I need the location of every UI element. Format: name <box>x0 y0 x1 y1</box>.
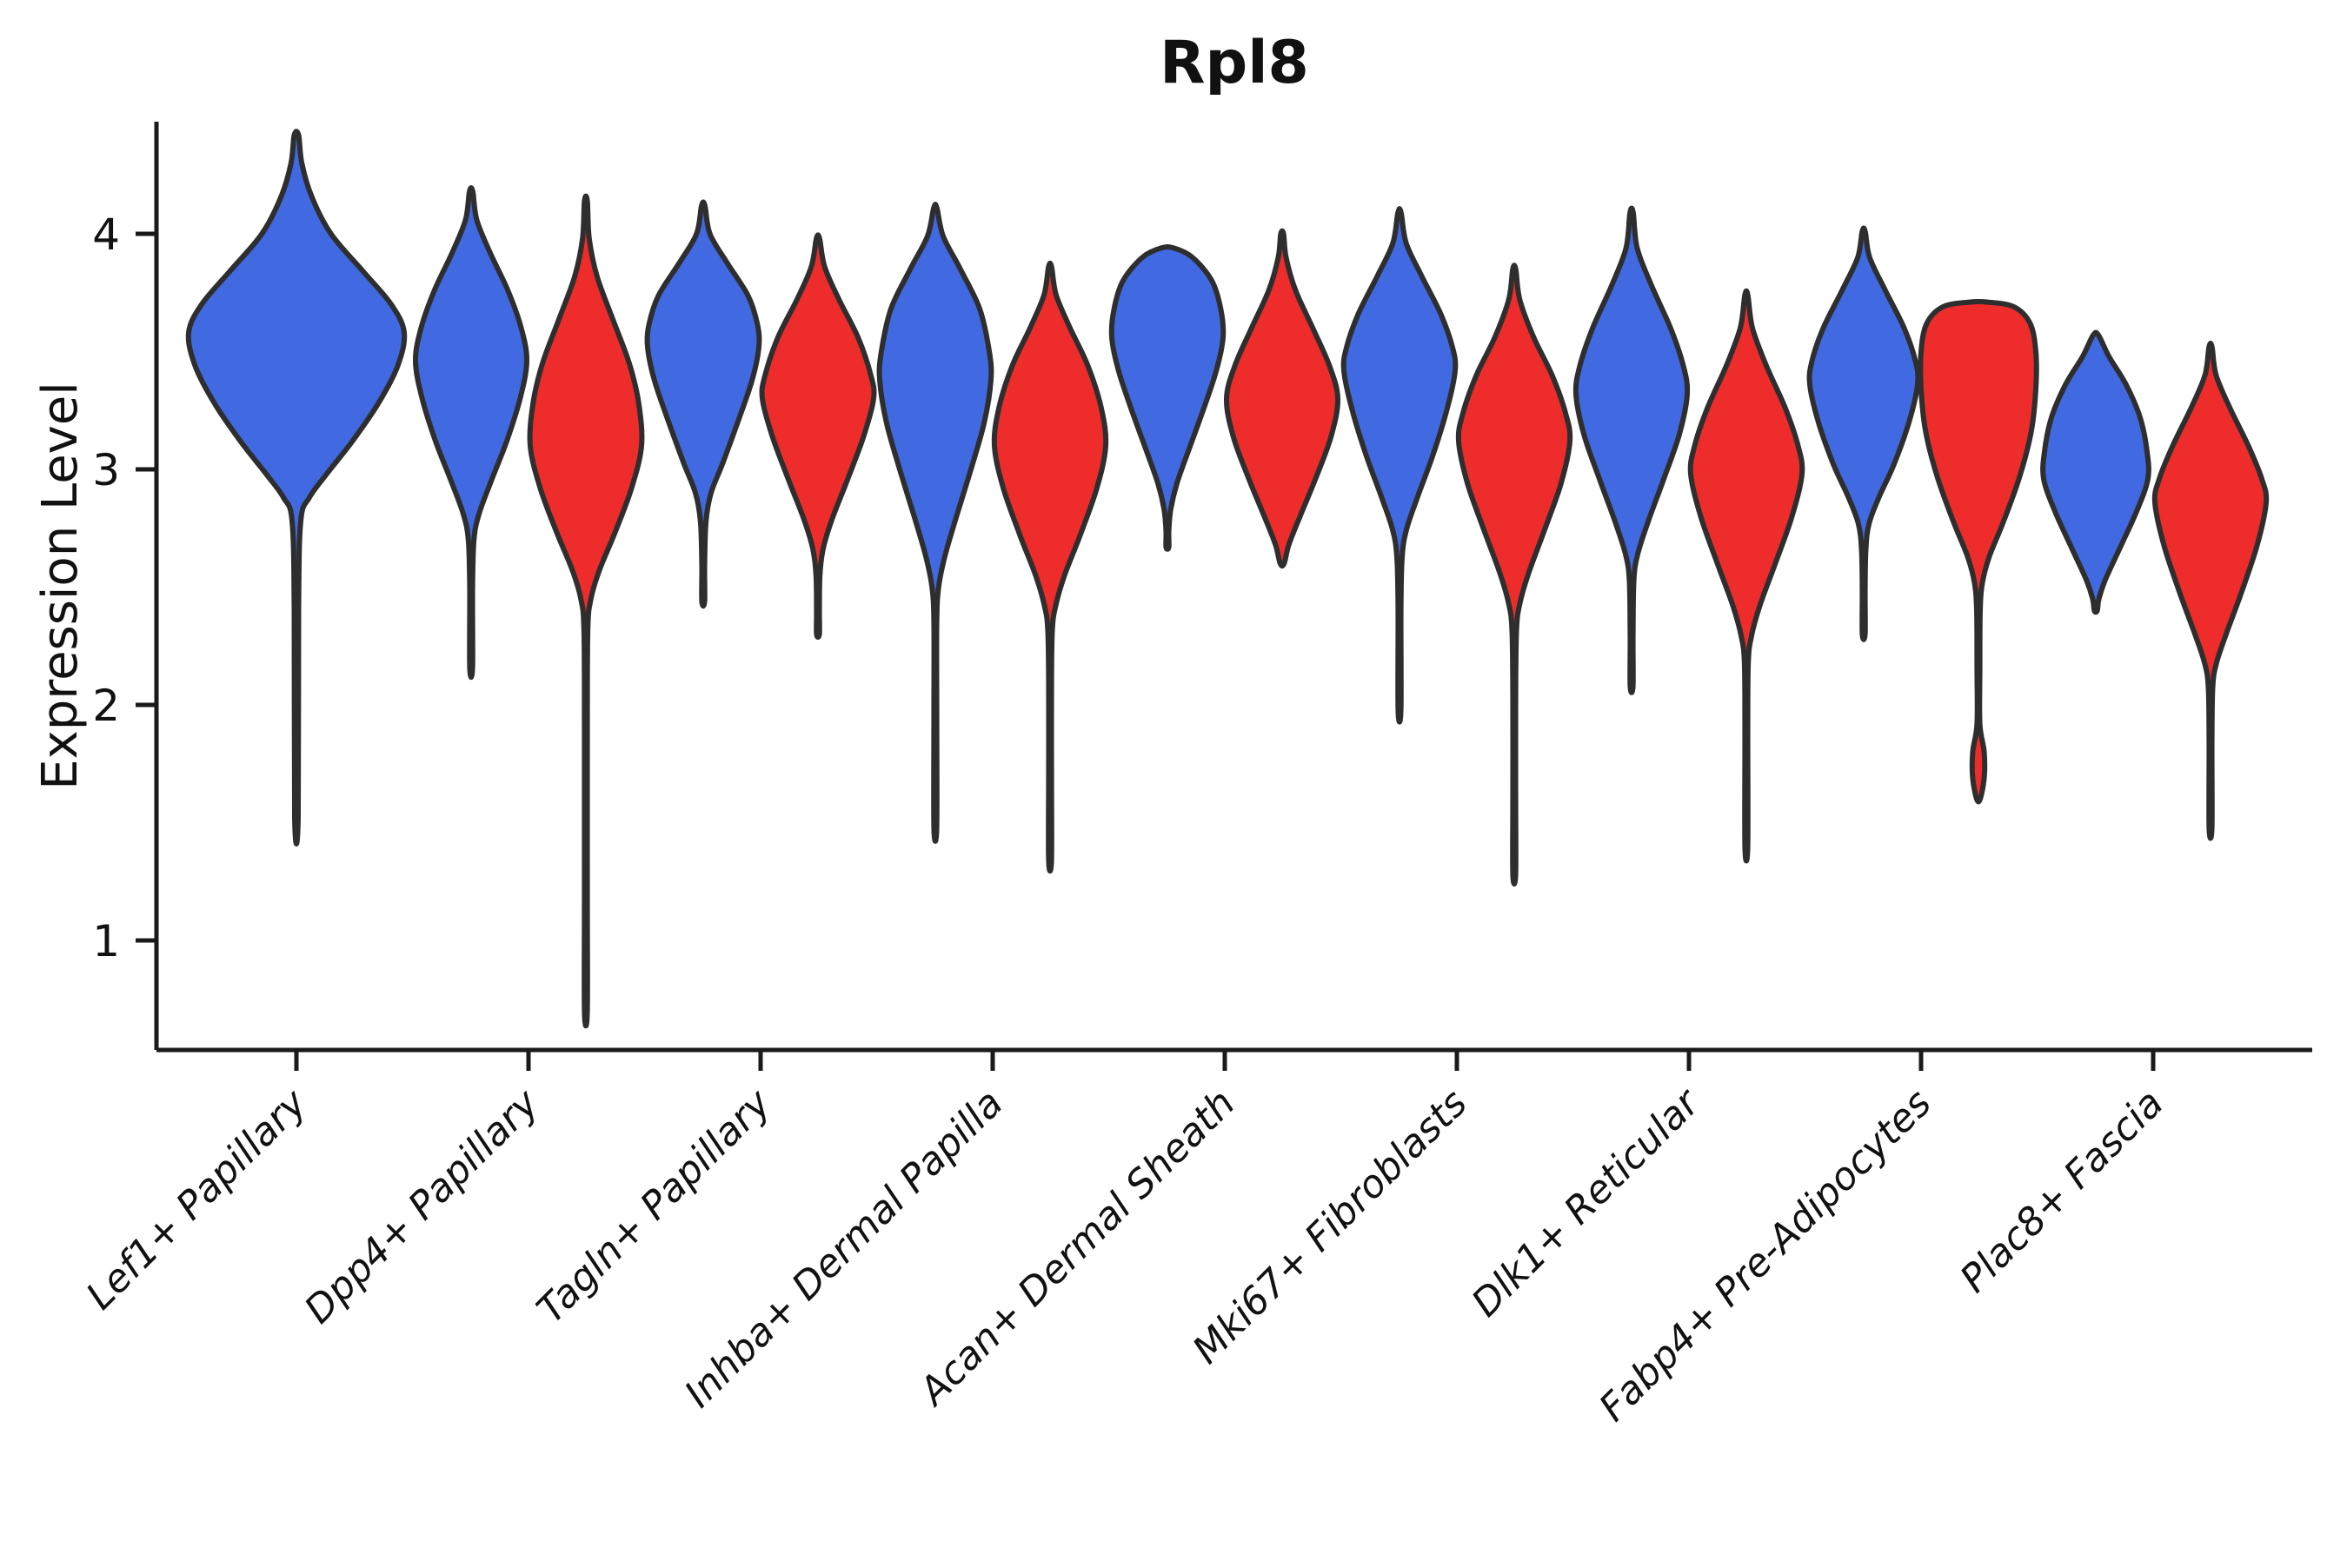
violin-group-blue-plac8-fascia <box>2040 329 2151 615</box>
x-axis-label: Lef1+ Papillary <box>78 1080 316 1319</box>
x-axis-label: Tagln+ Papillary <box>529 1080 780 1332</box>
violin-group-red-inhba-dermal-papilla <box>991 260 1109 874</box>
x-axis-label: Dpp4+ Papillary <box>296 1080 549 1332</box>
violin-group-blue-dpp4-papillary <box>412 185 530 681</box>
violin-group-red-tagln-papillary <box>759 232 877 641</box>
violin-group-blue-mki67-fibroblasts <box>1340 206 1459 725</box>
chart-title: Rpl8 <box>1160 29 1309 97</box>
x-axis-label: Dlk1+ Reticular <box>1463 1080 1709 1325</box>
violin-layer <box>185 129 2270 1029</box>
x-axis-label: Plac8+ Fascia <box>1951 1081 2171 1301</box>
violin-group-red-mki67-fibroblasts <box>1455 262 1573 887</box>
y-tick-label: 4 <box>92 209 120 260</box>
y-tick-label: 2 <box>92 681 120 731</box>
violin-group-red-acan-dermal-sheath <box>1223 228 1341 568</box>
violin-group-blue-tagln-papillary <box>644 199 762 609</box>
violin-group-blue-inhba-dermal-papilla <box>876 202 994 844</box>
violin-group-blue-fabp4-pre-adipocytes <box>1806 225 1921 642</box>
y-tick-label: 1 <box>92 916 120 967</box>
violin-group-red-fabp4-pre-adipocytes <box>1918 298 2039 805</box>
violin-group-red-plac8-fascia <box>2151 341 2270 841</box>
y-axis-label: Expression Level <box>32 382 89 790</box>
violin-group-blue-acan-dermal-sheath <box>1108 243 1227 552</box>
violin-group-blue-lef1-papillary <box>185 129 408 847</box>
violin-group-red-dpp4-papillary <box>527 193 645 1029</box>
violin-group-red-dlk1-reticular <box>1687 288 1805 864</box>
violin-group-blue-dlk1-reticular <box>1572 205 1691 695</box>
y-tick-label: 3 <box>92 445 120 495</box>
